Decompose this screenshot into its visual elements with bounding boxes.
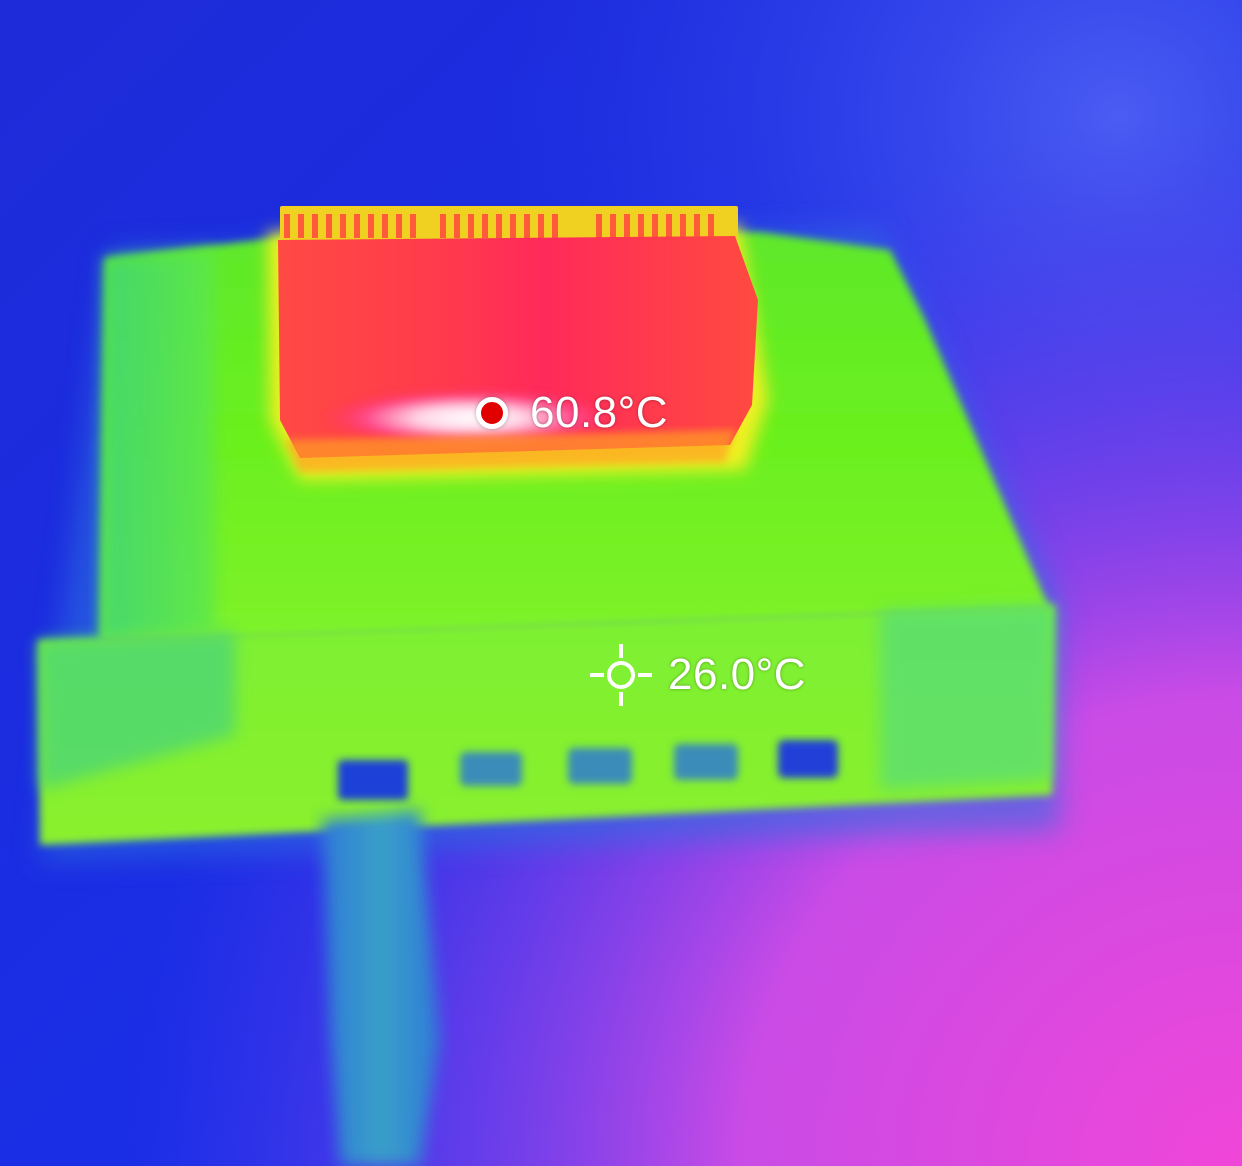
- max-temperature-marker: 60.8°C: [476, 388, 668, 438]
- red-dot-icon: [476, 397, 508, 429]
- crosshair-icon: [590, 644, 652, 706]
- center-temperature-label: 26.0°C: [668, 650, 807, 699]
- max-temperature-label: 60.8°C: [530, 388, 669, 437]
- center-temperature-marker: 26.0°C: [588, 642, 806, 708]
